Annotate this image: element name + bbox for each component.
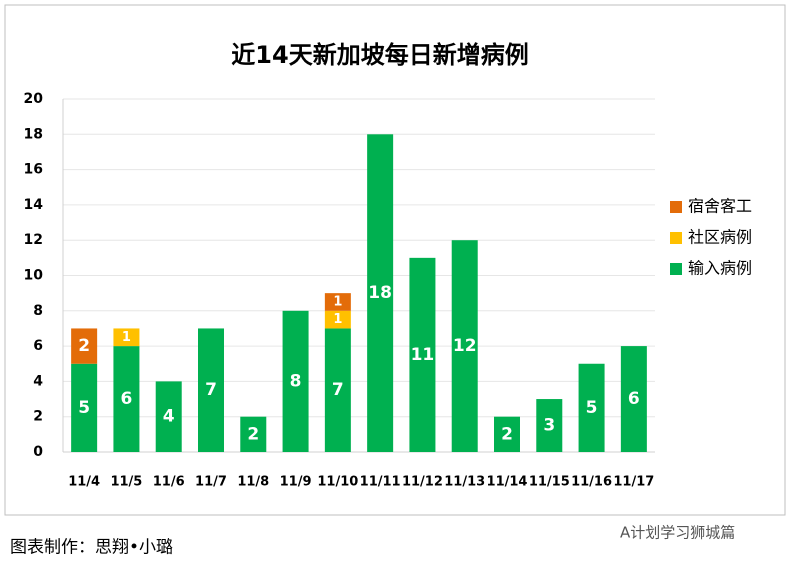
y-tick-label: 6 [33, 338, 43, 354]
bar-segment [113, 346, 140, 452]
bar-segment [324, 293, 351, 311]
y-tick-label: 20 [24, 91, 44, 107]
bar-segment [324, 328, 351, 452]
y-tick-label: 10 [24, 268, 44, 284]
value-label: 3 [543, 416, 555, 436]
bar-segment [324, 310, 351, 329]
legend-label: 社区病例 [688, 228, 752, 247]
bar-segment [367, 134, 394, 453]
x-tick-label: 11/17 [613, 475, 654, 490]
bar-segment [240, 416, 267, 452]
value-label: 2 [501, 424, 513, 444]
footer: 图表制作：思翔•小璐 [10, 538, 173, 558]
watermark: A计划学习狮城篇 [620, 524, 735, 542]
x-tick-label: 11/6 [153, 475, 185, 490]
y-tick-label: 18 [24, 126, 43, 142]
x-tick-label: 11/12 [402, 475, 443, 490]
bar-segment [155, 381, 182, 452]
value-label: 1 [333, 294, 342, 309]
legend-label: 宿舍客工 [688, 197, 752, 216]
value-label: 6 [121, 389, 133, 409]
bar-segment [451, 240, 478, 452]
x-tick-label: 11/14 [487, 475, 528, 490]
value-label: 5 [78, 398, 90, 418]
legend-swatch [670, 263, 682, 275]
legend-swatch [670, 232, 682, 244]
y-tick-label: 14 [24, 197, 44, 213]
x-tick-label: 11/13 [444, 475, 485, 490]
x-tick-label: 11/9 [280, 475, 312, 490]
value-label: 8 [290, 371, 302, 391]
bar-segment [113, 328, 140, 347]
y-tick-label: 16 [24, 162, 43, 178]
value-label: 11 [411, 345, 435, 365]
value-label: 4 [163, 407, 175, 427]
value-label: 18 [368, 283, 392, 303]
value-label: 2 [247, 424, 259, 444]
y-tick-label: 12 [24, 232, 43, 248]
x-tick-label: 11/16 [571, 475, 612, 490]
value-label: 7 [332, 380, 344, 400]
value-label: 2 [78, 336, 90, 356]
bar-segment [620, 346, 647, 452]
x-tick-label: 11/15 [529, 475, 570, 490]
bar-segment [409, 257, 436, 452]
x-tick-label: 11/7 [195, 475, 227, 490]
x-tick-label: 11/10 [317, 475, 358, 490]
x-tick-label: 11/8 [237, 475, 269, 490]
bar-segment [71, 363, 98, 452]
value-label: 6 [628, 389, 640, 409]
bar-segment [198, 328, 224, 452]
bar-segment [494, 416, 520, 452]
y-tick-label: 4 [33, 373, 43, 389]
value-label: 12 [453, 336, 477, 356]
legend-label: 输入病例 [688, 259, 752, 278]
bar-segment [578, 363, 605, 452]
bar-segment [71, 328, 98, 364]
x-tick-label: 11/11 [360, 475, 401, 490]
y-tick-label: 0 [33, 444, 43, 460]
y-tick-label: 2 [33, 409, 43, 425]
value-label: 1 [122, 330, 131, 345]
x-tick-label: 11/4 [68, 475, 100, 490]
legend-swatch [670, 201, 682, 213]
bar-segment [536, 399, 563, 452]
y-tick-label: 8 [33, 303, 43, 319]
value-label: 7 [205, 380, 217, 400]
value-label: 5 [586, 398, 598, 418]
x-tick-label: 11/5 [110, 475, 142, 490]
value-label: 1 [333, 312, 342, 327]
chart-title: 近14天新加坡每日新增病例 [231, 41, 528, 69]
bar-segment [282, 310, 309, 452]
